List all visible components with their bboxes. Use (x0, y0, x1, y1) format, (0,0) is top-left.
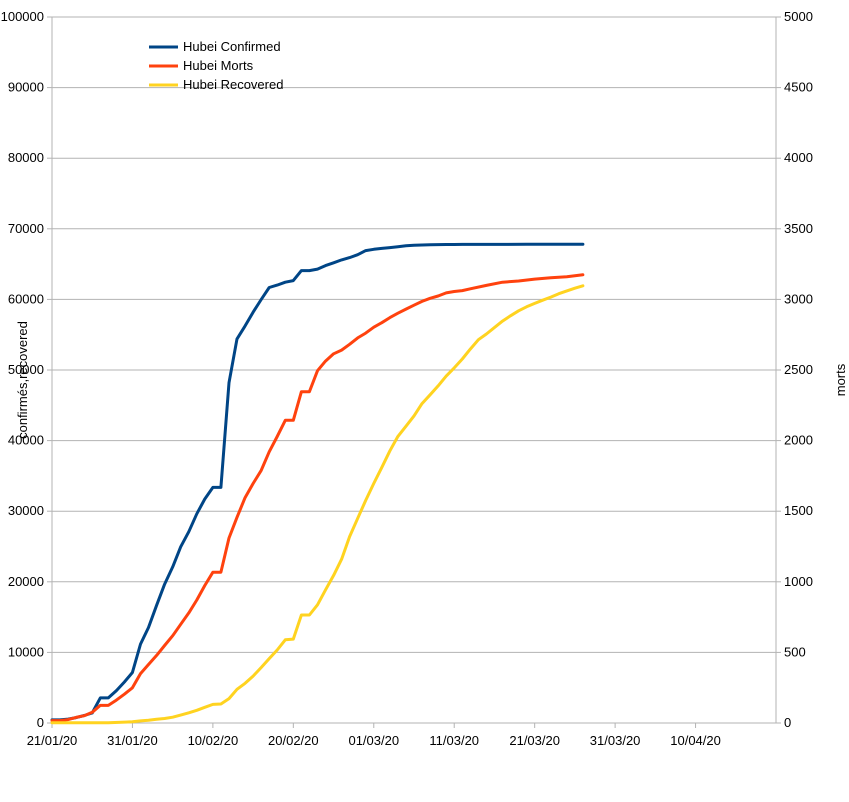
series-line-hubei-recovered (50, 284, 585, 725)
x-axis-ticks: 21/01/20 31/01/20 10/02/20 20/02/20 01/03/20… (27, 733, 721, 748)
legend-label: Hubei Recovered (183, 77, 283, 92)
left-tick-label: 20000 (8, 574, 44, 589)
right-tick-label: 5000 (784, 9, 813, 24)
axes (47, 16, 781, 728)
x-tick-label: 20/02/20 (268, 733, 319, 748)
left-tick-label: 50000 (8, 362, 44, 377)
right-tick-label: 4000 (784, 150, 813, 165)
right-tick-label: 0 (784, 715, 791, 730)
left-tick-label: 100000 (1, 9, 44, 24)
gridlines (52, 16, 776, 724)
right-axis-title: morts (833, 363, 848, 396)
x-tick-label: 11/03/20 (429, 733, 479, 748)
left-tick-label: 80000 (8, 150, 44, 165)
left-tick-label: 60000 (8, 291, 44, 306)
right-tick-label: 3000 (784, 291, 813, 306)
right-tick-label: 3500 (784, 221, 813, 236)
x-tick-label: 10/04/20 (670, 733, 721, 748)
left-axis-title: confirmés,recovered (15, 321, 30, 439)
left-tick-label: 0 (37, 715, 44, 730)
left-tick-label: 90000 (8, 80, 44, 95)
left-tick-label: 30000 (8, 503, 44, 518)
right-tick-label: 4500 (784, 80, 813, 95)
right-axis-ticks: 0 500 1000 1500 2000 2500 3000 3500 4000 4500 5000 (784, 9, 813, 730)
legend: Hubei Confirmed Hubei Morts Hubei Recovere… (149, 39, 283, 92)
x-tick-label: 21/01/20 (27, 733, 78, 748)
legend-label: Hubei Morts (183, 58, 254, 73)
left-tick-label: 10000 (8, 644, 44, 659)
series-lines (50, 242, 585, 725)
right-tick-label: 500 (784, 644, 806, 659)
left-tick-label: 40000 (8, 433, 44, 448)
legend-label: Hubei Confirmed (183, 39, 281, 54)
right-tick-label: 2000 (784, 433, 813, 448)
x-tick-label: 21/03/20 (509, 733, 560, 748)
left-axis-ticks: 0 10000 20000 30000 40000 50000 60000 70000 8000… (1, 9, 44, 730)
series-line-hubei-confirmed (50, 242, 585, 722)
right-tick-label: 1500 (784, 503, 813, 518)
x-tick-label: 31/01/20 (107, 733, 158, 748)
left-tick-label: 70000 (8, 221, 44, 236)
x-tick-label: 01/03/20 (348, 733, 399, 748)
x-tick-label: 31/03/20 (590, 733, 641, 748)
series-line-hubei-morts (50, 273, 585, 723)
right-tick-label: 2500 (784, 362, 813, 377)
x-tick-label: 10/02/20 (188, 733, 239, 748)
right-tick-label: 1000 (784, 574, 813, 589)
